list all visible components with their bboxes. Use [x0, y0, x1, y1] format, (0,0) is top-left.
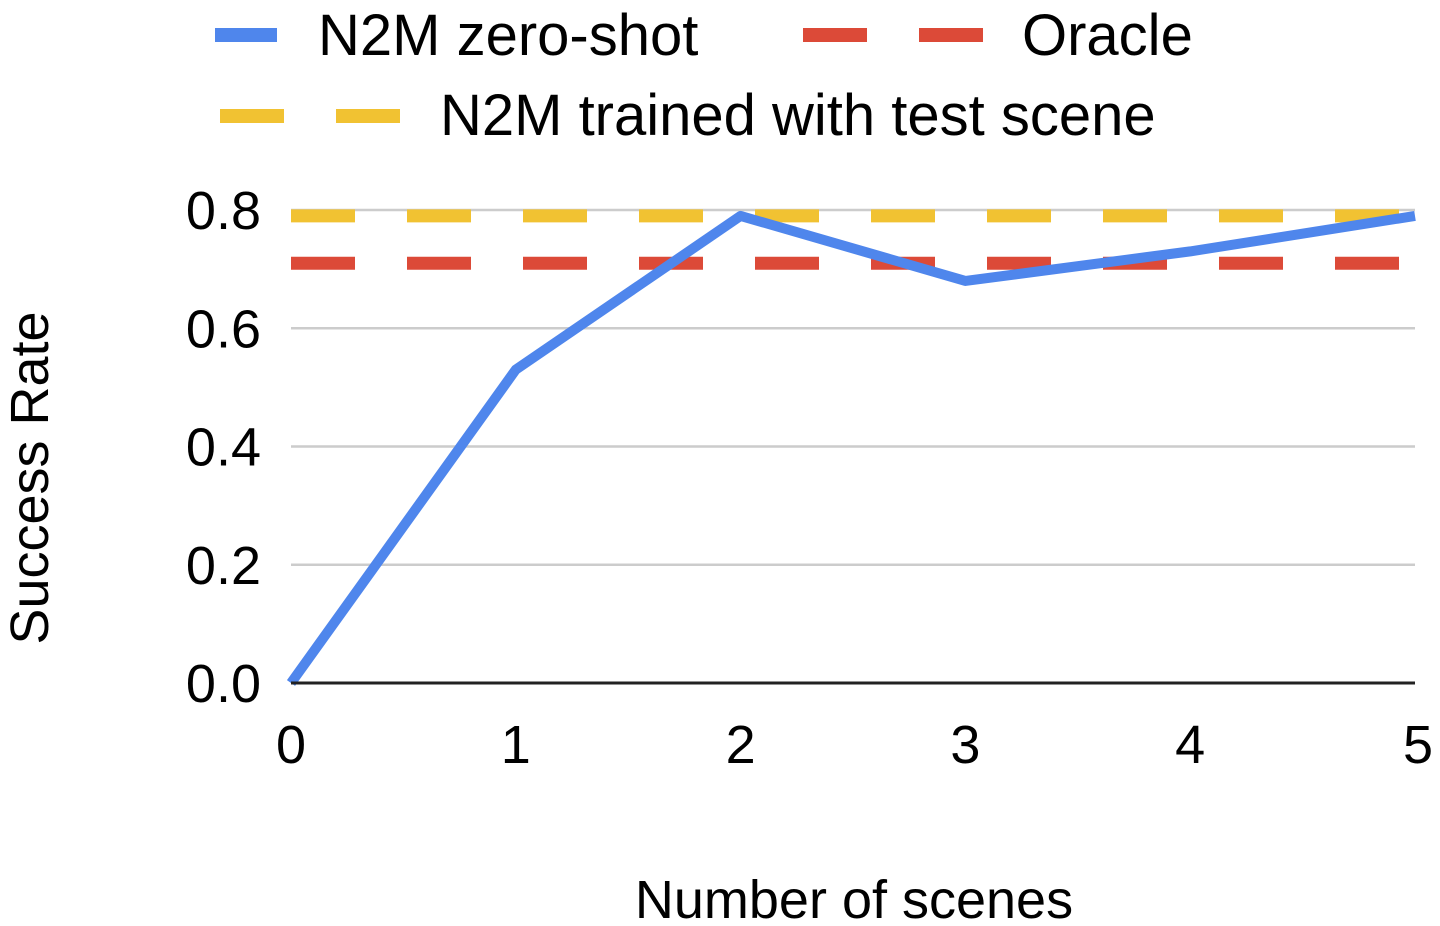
y-tick-label-0.8: 0.8: [186, 181, 261, 241]
y-tick-labels: 0.0 0.2 0.4 0.6 0.8: [186, 181, 261, 714]
x-tick-labels: 0 1 2 3 4 5: [276, 715, 1433, 775]
legend-label-n2m-trained-with-test-scene: N2M trained with test scene: [440, 83, 1156, 148]
series-line-n2m-zero-shot: [286, 210, 1416, 686]
x-tick-label-3: 3: [950, 715, 980, 775]
y-tick-label-0.0: 0.0: [186, 654, 261, 714]
y-tick-label-0.4: 0.4: [186, 418, 261, 478]
x-tick-label-2: 2: [726, 715, 756, 775]
legend-label-n2m-zero-shot: N2M zero-shot: [318, 3, 698, 68]
series-lines: [286, 209, 1416, 686]
x-tick-label-4: 4: [1175, 715, 1205, 775]
y-axis-title: Success Rate: [0, 311, 60, 644]
legend: N2M zero-shot Oracle N2M trained with te…: [215, 3, 1193, 148]
x-tick-label-5: 5: [1403, 715, 1433, 775]
legend-label-oracle: Oracle: [1022, 3, 1193, 68]
x-tick-label-1: 1: [501, 715, 531, 775]
x-axis-title: Number of scenes: [635, 870, 1073, 926]
y-tick-label-0.2: 0.2: [186, 536, 261, 596]
x-tick-label-0: 0: [276, 715, 306, 775]
y-tick-label-0.6: 0.6: [186, 299, 261, 359]
